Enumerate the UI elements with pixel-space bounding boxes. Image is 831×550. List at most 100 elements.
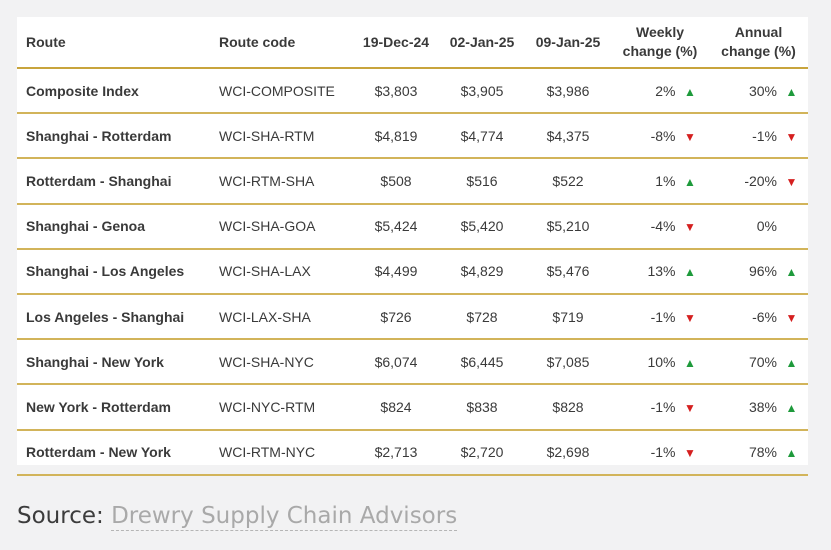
weekly-header-line1: Weekly bbox=[636, 24, 684, 40]
annual-change-value: 0% bbox=[756, 218, 777, 235]
weekly-change-value: -1% bbox=[650, 398, 676, 415]
annual-change: 30% ▲ bbox=[709, 68, 808, 115]
price-date-2: $4,774 bbox=[439, 113, 525, 160]
price-date-3: $4,375 bbox=[525, 113, 611, 160]
route-name: Los Angeles - Shanghai bbox=[17, 293, 210, 341]
table-body: Composite Index WCI-COMPOSITE $3,803 $3,905… bbox=[17, 68, 808, 476]
col-header-date-2: 02-Jan-25 bbox=[439, 17, 525, 69]
triangle-down-icon: ▼ bbox=[785, 310, 798, 325]
table-row: Rotterdam - Shanghai WCI-RTM-SHA $508 $516 $… bbox=[17, 158, 808, 205]
annual-change-value: -6% bbox=[752, 308, 777, 325]
price-date-3: $7,085 bbox=[525, 339, 611, 386]
triangle-down-icon: ▼ bbox=[785, 129, 798, 144]
weekly-change-value: 13% bbox=[647, 263, 676, 280]
wci-rates-table: Route Route code 19-Dec-24 02-Jan-25 09-… bbox=[17, 17, 808, 476]
weekly-change: 2% ▲ bbox=[611, 68, 709, 115]
triangle-up-icon: ▲ bbox=[684, 355, 696, 370]
route-code: WCI-SHA-RTM bbox=[210, 113, 353, 160]
price-date-1: $4,499 bbox=[353, 248, 439, 295]
triangle-up-icon: ▲ bbox=[684, 174, 696, 189]
no-change-spacer: ▲ bbox=[785, 220, 798, 234]
route-code: WCI-RTM-SHA bbox=[210, 158, 353, 205]
weekly-change: -8% ▼ bbox=[611, 113, 709, 160]
annual-change-value: -20% bbox=[744, 172, 777, 189]
annual-change: -1% ▼ bbox=[709, 113, 808, 160]
triangle-down-icon: ▼ bbox=[684, 310, 696, 325]
triangle-up-icon: ▲ bbox=[684, 84, 696, 99]
price-date-3: $719 bbox=[525, 293, 611, 341]
route-name: New York - Rotterdam bbox=[17, 384, 210, 431]
price-date-3: $828 bbox=[525, 384, 611, 431]
annual-change-value: 96% bbox=[748, 263, 777, 280]
route-name: Shanghai - Genoa bbox=[17, 203, 210, 250]
table-row: Shanghai - Rotterdam WCI-SHA-RTM $4,819 $4,… bbox=[17, 113, 808, 160]
source-line: Source: Drewry Supply Chain Advisors bbox=[17, 503, 458, 531]
triangle-up-icon: ▲ bbox=[684, 265, 696, 280]
weekly-header-line2: change (%) bbox=[622, 43, 698, 59]
weekly-change: -1% ▼ bbox=[611, 429, 709, 476]
weekly-change: 10% ▲ bbox=[611, 339, 709, 386]
weekly-change-value: 10% bbox=[647, 353, 676, 370]
col-header-weekly-change: Weekly change (%) bbox=[611, 17, 709, 69]
route-name: Shanghai - New York bbox=[17, 339, 210, 386]
source-label: Source: bbox=[17, 503, 104, 529]
annual-change-value: -1% bbox=[752, 127, 777, 144]
route-code: WCI-SHA-NYC bbox=[210, 339, 353, 386]
price-date-1: $3,803 bbox=[353, 68, 439, 115]
triangle-down-icon: ▼ bbox=[684, 129, 696, 144]
annual-change: 96% ▲ bbox=[709, 248, 808, 295]
route-code: WCI-COMPOSITE bbox=[210, 68, 353, 115]
annual-change-value: 78% bbox=[748, 444, 777, 461]
wci-table-card: Route Route code 19-Dec-24 02-Jan-25 09-… bbox=[17, 17, 808, 476]
weekly-change-value: 1% bbox=[655, 172, 676, 189]
price-date-1: $4,819 bbox=[353, 113, 439, 160]
price-date-1: $6,074 bbox=[353, 339, 439, 386]
route-code: WCI-SHA-GOA bbox=[210, 203, 353, 250]
table-row: New York - Rotterdam WCI-NYC-RTM $824 $838 $… bbox=[17, 384, 808, 431]
triangle-up-icon: ▲ bbox=[785, 265, 798, 280]
weekly-change-value: -1% bbox=[650, 308, 676, 325]
route-name: Rotterdam - Shanghai bbox=[17, 158, 210, 205]
price-date-2: $4,829 bbox=[439, 248, 525, 295]
table-row: Rotterdam - New York WCI-RTM-NYC $2,713 $2,… bbox=[17, 429, 808, 476]
price-date-1: $5,424 bbox=[353, 203, 439, 250]
triangle-down-icon: ▼ bbox=[785, 174, 798, 189]
price-date-2: $3,905 bbox=[439, 68, 525, 115]
weekly-change-value: 2% bbox=[655, 82, 676, 99]
table-header-row: Route Route code 19-Dec-24 02-Jan-25 09-… bbox=[17, 17, 808, 69]
price-date-2: $5,420 bbox=[439, 203, 525, 250]
triangle-up-icon: ▲ bbox=[785, 400, 798, 415]
price-date-2: $728 bbox=[439, 293, 525, 341]
price-date-2: $838 bbox=[439, 384, 525, 431]
price-date-3: $5,476 bbox=[525, 248, 611, 295]
source-link[interactable]: Drewry Supply Chain Advisors bbox=[111, 503, 458, 531]
triangle-down-icon: ▼ bbox=[684, 400, 696, 415]
route-code: WCI-SHA-LAX bbox=[210, 248, 353, 295]
weekly-change: -4% ▼ bbox=[611, 203, 709, 250]
annual-change: 78% ▲ bbox=[709, 429, 808, 476]
table-row: Composite Index WCI-COMPOSITE $3,803 $3,905… bbox=[17, 68, 808, 115]
annual-change-value: 70% bbox=[748, 353, 777, 370]
route-name: Rotterdam - New York bbox=[17, 429, 210, 476]
annual-change: -6% ▼ bbox=[709, 293, 808, 341]
annual-header-line2: change (%) bbox=[721, 43, 796, 59]
annual-change-value: 30% bbox=[748, 82, 777, 99]
price-date-3: $5,210 bbox=[525, 203, 611, 250]
price-date-3: $522 bbox=[525, 158, 611, 205]
price-date-1: $2,713 bbox=[353, 429, 439, 476]
price-date-3: $2,698 bbox=[525, 429, 611, 476]
weekly-change-value: -1% bbox=[650, 444, 676, 461]
route-name: Composite Index bbox=[17, 68, 210, 115]
weekly-change: -1% ▼ bbox=[611, 384, 709, 431]
price-date-1: $824 bbox=[353, 384, 439, 431]
triangle-up-icon: ▲ bbox=[785, 84, 798, 99]
price-date-2: $6,445 bbox=[439, 339, 525, 386]
annual-change-value: 38% bbox=[748, 398, 777, 415]
table-row: Shanghai - Genoa WCI-SHA-GOA $5,424 $5,420 $… bbox=[17, 203, 808, 250]
col-header-route-code: Route code bbox=[210, 17, 353, 69]
price-date-2: $2,720 bbox=[439, 429, 525, 476]
weekly-change-value: -8% bbox=[650, 127, 676, 144]
price-date-1: $508 bbox=[353, 158, 439, 205]
table-row: Shanghai - Los Angeles WCI-SHA-LAX $4,499 $… bbox=[17, 248, 808, 295]
route-code: WCI-RTM-NYC bbox=[210, 429, 353, 476]
